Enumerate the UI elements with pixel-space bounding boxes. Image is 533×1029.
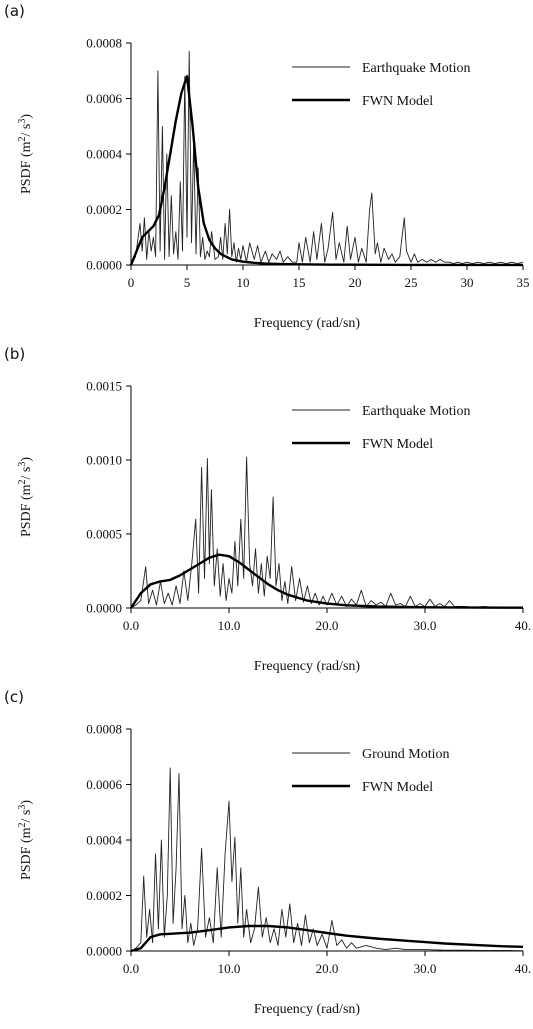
y-tick-label: 0.0008 bbox=[86, 722, 122, 737]
y-tick-label: 0.0002 bbox=[86, 888, 122, 903]
legend-label: FWN Model bbox=[362, 780, 433, 795]
x-tick-label: 10.0 bbox=[218, 961, 241, 976]
legend-label: Ground Motion bbox=[362, 747, 450, 762]
panel-label: (c) bbox=[4, 688, 24, 706]
x-tick-label: 30 bbox=[461, 275, 474, 290]
x-tick-label: 30.0 bbox=[414, 961, 437, 976]
x-tick-label: 30.0 bbox=[414, 618, 437, 633]
x-tick-label: 20 bbox=[349, 275, 362, 290]
panel-label: (a) bbox=[4, 2, 25, 20]
x-tick-label: 5 bbox=[184, 275, 191, 290]
y-tick-label: 0.0006 bbox=[86, 91, 122, 106]
x-axis-label: Frequency (rad/sn) bbox=[254, 316, 360, 331]
y-axis-label: PSDF (m2/ s3) bbox=[17, 114, 35, 194]
x-tick-label: 40. bbox=[515, 961, 531, 976]
y-tick-label: 0.0010 bbox=[86, 453, 122, 468]
legend-label: FWN Model bbox=[362, 437, 433, 452]
chart-a-plot: 0.0000 0.0002 0.0004 0.0006 0.0008 0 5 10 15 20 25… bbox=[17, 36, 530, 332]
y-tick-label: 0.0000 bbox=[86, 258, 122, 273]
series-line-measured bbox=[130, 767, 524, 952]
series-line-measured bbox=[130, 456, 524, 609]
series-line-fwn-model bbox=[129, 553, 524, 609]
legend-label: FWN Model bbox=[362, 94, 433, 109]
x-tick-label: 25 bbox=[405, 275, 418, 290]
x-tick-label: 35 bbox=[517, 275, 530, 290]
y-tick-label: 0.0005 bbox=[86, 527, 122, 542]
chart-panel-b: (b) 0.0000 0.0005 0.0010 0.0015 0.0 10.0 20.0 3… bbox=[0, 343, 533, 686]
y-tick-label: 0.0002 bbox=[86, 202, 122, 217]
y-tick-label: 0.0006 bbox=[86, 777, 122, 792]
y-tick-label: 0.0008 bbox=[86, 36, 122, 51]
chart-panel-a: (a) 0.0000 0.0002 0.0004 0.0006 0.0008 0 5 10 15… bbox=[0, 0, 533, 343]
legend-label: Earthquake Motion bbox=[362, 404, 470, 419]
x-tick-label: 10.0 bbox=[218, 618, 241, 633]
x-tick-label: 15 bbox=[293, 275, 306, 290]
x-tick-label: 20.0 bbox=[316, 961, 339, 976]
series-line-fwn-model bbox=[130, 924, 524, 953]
y-tick-label: 0.0004 bbox=[86, 147, 122, 162]
chart-b-plot: 0.0000 0.0005 0.0010 0.0015 0.0 10.0 20.0 30.0 4… bbox=[17, 379, 532, 675]
y-axis-label: PSDF (m2/ s3) bbox=[17, 800, 35, 880]
x-tick-label: 40. bbox=[515, 618, 531, 633]
y-tick-label: 0.0015 bbox=[86, 379, 122, 394]
chart-c-plot: 0.0000 0.0002 0.0004 0.0006 0.0008 0.0 10.0 20.… bbox=[17, 722, 532, 1018]
chart-panel-c: (c) 0.0000 0.0002 0.0004 0.0006 0.0008 0.0 10.… bbox=[0, 686, 533, 1029]
x-tick-label: 0.0 bbox=[123, 961, 139, 976]
y-tick-label: 0.0004 bbox=[86, 833, 122, 848]
series-line-measured bbox=[130, 50, 524, 266]
x-tick-label: 10 bbox=[237, 275, 250, 290]
legend-label: Earthquake Motion bbox=[362, 61, 470, 76]
y-axis-label: PSDF (m2/ s3) bbox=[17, 457, 35, 537]
y-tick-label: 0.0000 bbox=[86, 944, 122, 959]
x-tick-label: 20.0 bbox=[316, 618, 339, 633]
x-axis-label: Frequency (rad/sn) bbox=[254, 1002, 360, 1017]
x-tick-label: 0 bbox=[128, 275, 135, 290]
y-tick-label: 0.0000 bbox=[86, 601, 122, 616]
x-tick-label: 0.0 bbox=[123, 618, 139, 633]
series-line-fwn-model bbox=[129, 75, 524, 267]
x-axis-label: Frequency (rad/sn) bbox=[254, 659, 360, 674]
panel-label: (b) bbox=[4, 345, 26, 363]
